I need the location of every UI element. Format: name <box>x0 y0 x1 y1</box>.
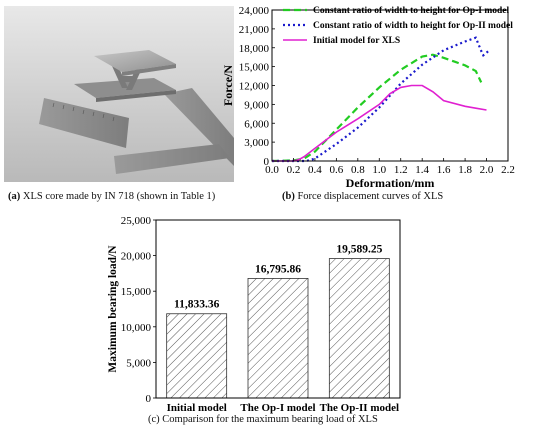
category-label-3: The Op-II model <box>320 402 399 414</box>
bar-3 <box>328 258 390 399</box>
y-axis-label: Force/N <box>221 65 235 106</box>
caption-b: (b) Force displacement curves of XLS <box>282 191 443 202</box>
y-tick-label: 3,000 <box>244 137 269 149</box>
bar-1 <box>166 313 228 399</box>
y-tick-label: 20,000 <box>121 251 152 263</box>
x-tick-label: 0.8 <box>351 164 365 176</box>
y-tick-label: 15,000 <box>121 286 152 298</box>
ruler-left <box>39 98 129 148</box>
y-tick-label: 21,000 <box>239 24 270 36</box>
caption-c: (c) Comparison for the maximum bearing l… <box>148 414 378 425</box>
x-tick-label: 2.0 <box>480 164 494 176</box>
plot-frame-b <box>271 9 509 162</box>
x-tick-label: 1.4 <box>415 164 429 176</box>
bar-value-label-3: 19,589.25 <box>336 244 382 256</box>
y-tick-label: 10,000 <box>121 322 152 334</box>
ruler-bottom <box>114 144 230 174</box>
y-tick-label: 6,000 <box>244 118 269 130</box>
caption-b-text: Force displacement curves of XLS <box>297 191 444 202</box>
y-tick-label: 15,000 <box>239 62 270 74</box>
category-label-2: The Op-I model <box>240 402 315 414</box>
x-tick-label: 1.0 <box>372 164 386 176</box>
series-line-2 <box>272 36 491 163</box>
y-tick-label: 9,000 <box>244 99 269 111</box>
legend-label-3: Initial model for XLS <box>313 36 400 46</box>
y-tick-label: 12,000 <box>239 81 270 93</box>
caption-a-text: XLS core made by IN 718 (shown in Table … <box>22 191 216 202</box>
x-axis-label: Deformation/mm <box>346 176 435 190</box>
x-tick-label: 0.0 <box>265 164 279 176</box>
y-tick-label: 0 <box>264 156 270 168</box>
bar-value-label-2: 16,795.86 <box>255 263 301 275</box>
xls-top-plate <box>94 50 176 72</box>
force-displacement-chart: 0.0 0.2 0.4 0.6 0.8 1.0 1.2 1.4 1.6 1.8 2.0 2.2 0 3,0… <box>221 5 515 190</box>
x-tick-label: 1.8 <box>458 164 472 176</box>
y-tick-label: 0 <box>146 393 152 405</box>
xls-core-photo <box>4 6 234 182</box>
plot-frame-c <box>155 219 401 399</box>
y-tick-label: 18,000 <box>239 43 270 55</box>
x-tick-label: 0.6 <box>329 164 343 176</box>
x-tick-label: 0.4 <box>308 164 322 176</box>
category-label-1: Initial model <box>167 402 227 414</box>
legend-label-1: Constant ratio of width to height for Op… <box>313 6 510 16</box>
x-tick-label: 1.6 <box>437 164 451 176</box>
series-line-1 <box>271 53 483 163</box>
y-axis-label: Maximum bearing load/N <box>107 245 119 373</box>
y-tick-label: 5,000 <box>126 357 151 369</box>
legend-label-2: Constant ratio of width to height for Op… <box>313 21 513 31</box>
y-tick-label: 24,000 <box>239 5 270 17</box>
y-tick-label: 25,000 <box>121 215 152 227</box>
caption-b-letter: (b) <box>282 191 295 202</box>
caption-a-letter: (a) <box>8 191 21 202</box>
x-tick-label: 2.2 <box>501 164 515 176</box>
x-tick-label: 0.2 <box>287 164 301 176</box>
bar-value-label-1: 11,833.36 <box>174 299 220 311</box>
caption-a: (a) XLS core made by IN 718 (shown in Ta… <box>8 191 215 202</box>
max-bearing-load-chart: 11,833.36 Initial model 16,795.86 The Op-I … <box>107 215 401 414</box>
x-tick-label: 1.2 <box>394 164 408 176</box>
series-line-3 <box>272 84 487 162</box>
bar-2 <box>247 278 309 399</box>
